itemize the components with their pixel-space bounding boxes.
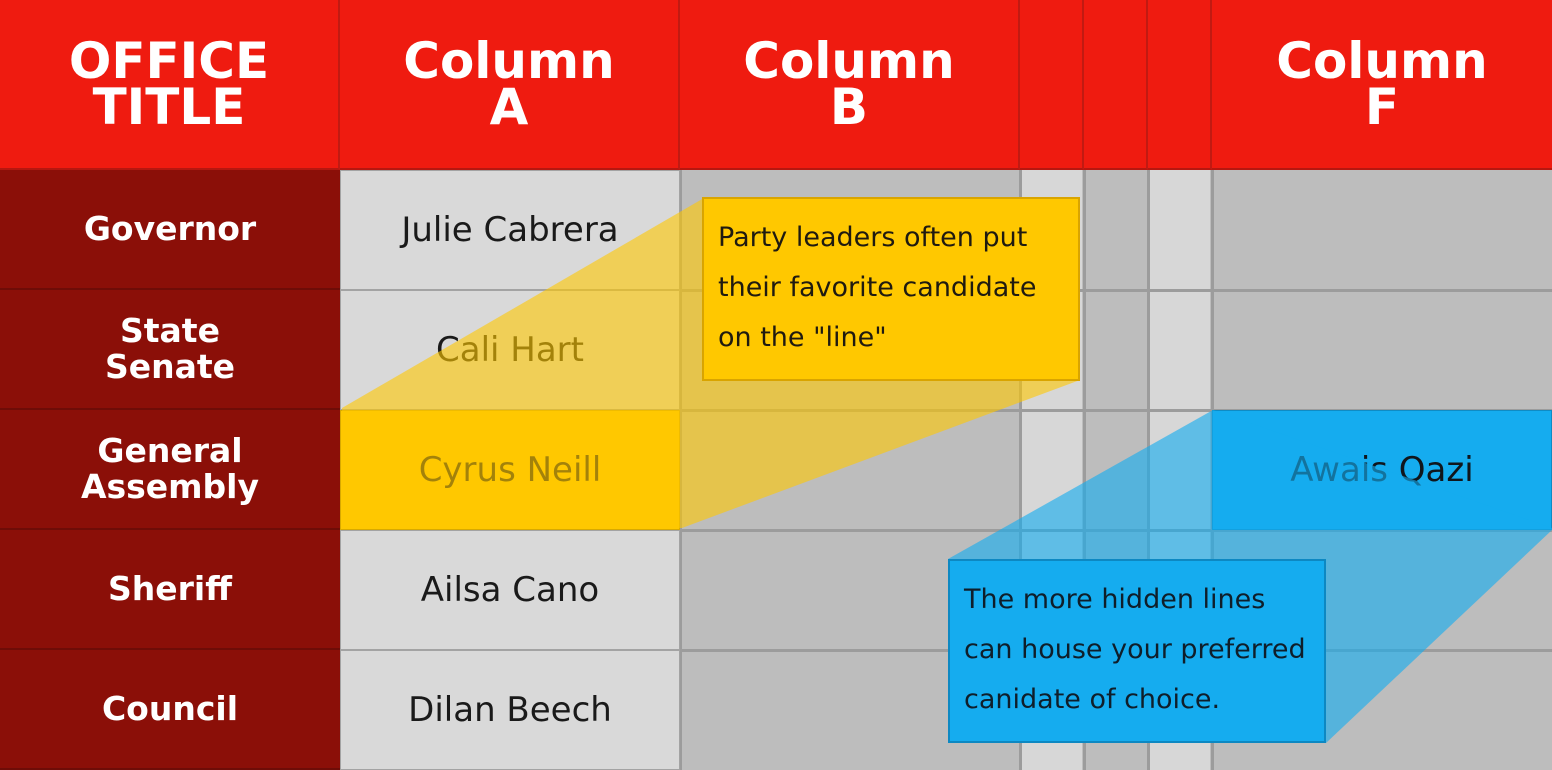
office-council: Council: [0, 650, 340, 770]
candidate-cell: Ailsa Cano: [340, 530, 680, 650]
candidate-cell: Dilan Beech: [340, 650, 680, 770]
candidate-cell-highlighted: Cyrus Neill: [340, 410, 680, 530]
header-hidden-column: [1020, 0, 1084, 170]
candidate-cell: Julie Cabrera: [340, 170, 680, 290]
header-hidden-column: [1148, 0, 1212, 170]
grid-line: [340, 649, 1552, 652]
header-column-b: Column B: [680, 0, 1020, 170]
office-governor: Governor: [0, 170, 340, 290]
callout-note-yellow: Party leaders often put their favorite c…: [702, 197, 1080, 381]
header-hidden-column: [1084, 0, 1148, 170]
candidate-cell: Cali Hart: [340, 290, 680, 410]
header-column-f: Column F: [1212, 0, 1552, 170]
candidate-cell-column-f: Awais Qazi: [1212, 410, 1552, 530]
office-general-assembly: General Assembly: [0, 410, 340, 530]
grid-line: [340, 529, 1552, 532]
callout-note-blue: The more hidden lines can house your pre…: [948, 559, 1326, 743]
header-column-a: Column A: [340, 0, 680, 170]
header-office-title: OFFICE TITLE: [0, 0, 340, 170]
office-sheriff: Sheriff: [0, 530, 340, 650]
office-state-senate: State Senate: [0, 290, 340, 410]
